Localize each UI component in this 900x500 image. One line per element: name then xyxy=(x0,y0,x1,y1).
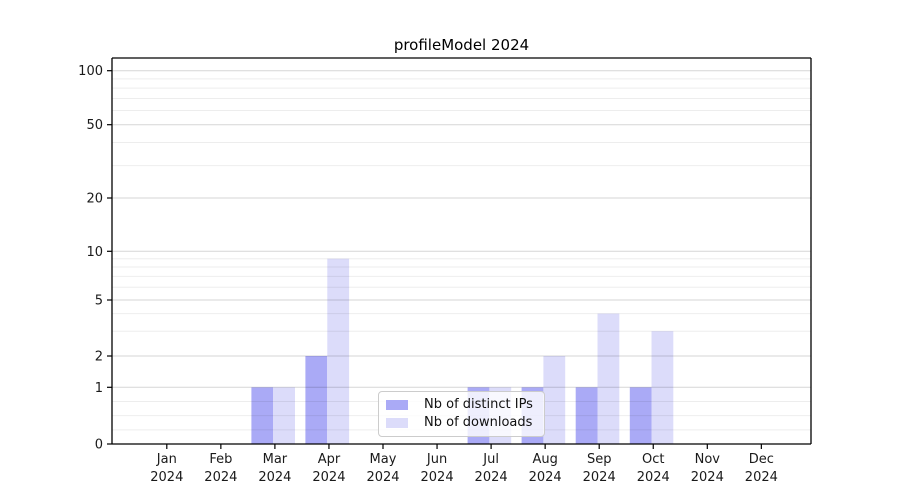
x-tick-label-year-sep: 2024 xyxy=(583,470,616,485)
legend-item-distinct-ips: Nb of distinct IPs xyxy=(386,397,536,413)
legend-label-downloads: Nb of downloads xyxy=(424,415,533,430)
x-tick-label-month-sep: Sep xyxy=(587,452,612,467)
y-tick-label-2: 2 xyxy=(95,350,103,365)
y-tick-label-5: 5 xyxy=(95,294,103,309)
x-tick-label-year-feb: 2024 xyxy=(204,470,237,485)
bar-ips-sep xyxy=(575,387,598,444)
x-tick-label-year-apr: 2024 xyxy=(312,470,345,485)
x-tick-label-month-jan: Jan xyxy=(156,452,177,467)
x-tick-label-month-mar: Mar xyxy=(263,452,288,467)
x-tick-label-year-jul: 2024 xyxy=(475,470,508,485)
bar-ips-apr xyxy=(305,356,328,444)
y-tick-label-50: 50 xyxy=(86,118,103,133)
legend-label-distinct-ips: Nb of distinct IPs xyxy=(424,397,533,412)
legend-swatch-downloads xyxy=(386,418,408,428)
x-tick-label-year-dec: 2024 xyxy=(745,470,778,485)
x-tick-label-year-jan: 2024 xyxy=(150,470,183,485)
x-tick-label-month-aug: Aug xyxy=(532,452,557,467)
bar-downloads-oct xyxy=(651,331,674,444)
x-tick-label-year-aug: 2024 xyxy=(529,470,562,485)
y-tick-label-10: 10 xyxy=(86,245,103,260)
y-tick-label-20: 20 xyxy=(86,192,103,207)
y-tick-label-0: 0 xyxy=(95,438,103,453)
bar-downloads-mar xyxy=(273,387,295,444)
x-tick-label-month-dec: Dec xyxy=(749,452,774,467)
x-tick-label-month-nov: Nov xyxy=(695,452,721,467)
legend-item-downloads: Nb of downloads xyxy=(386,415,536,431)
chart-title: profileModel 2024 xyxy=(393,36,530,54)
y-tick-label-1: 1 xyxy=(95,381,103,396)
x-tick-label-month-may: May xyxy=(370,452,397,467)
x-tick-label-year-mar: 2024 xyxy=(258,470,291,485)
bar-ips-mar xyxy=(251,387,274,444)
chart-legend: Nb of distinct IPs Nb of downloads xyxy=(378,391,545,437)
x-tick-label-year-nov: 2024 xyxy=(691,470,724,485)
legend-swatch-distinct-ips xyxy=(386,400,408,410)
x-tick-label-month-feb: Feb xyxy=(209,452,232,467)
x-tick-label-year-oct: 2024 xyxy=(637,470,670,485)
x-tick-label-month-apr: Apr xyxy=(318,452,341,467)
x-tick-label-month-jul: Jul xyxy=(482,452,499,467)
bar-downloads-aug xyxy=(543,356,566,444)
x-tick-label-year-may: 2024 xyxy=(366,470,399,485)
bar-downloads-sep xyxy=(597,313,620,444)
x-tick-label-year-jun: 2024 xyxy=(421,470,454,485)
y-tick-label-100: 100 xyxy=(78,64,103,79)
x-tick-label-month-jun: Jun xyxy=(426,452,447,467)
x-tick-label-month-oct: Oct xyxy=(642,452,664,467)
bar-downloads-apr xyxy=(327,258,350,444)
bar-ips-oct xyxy=(629,387,652,444)
